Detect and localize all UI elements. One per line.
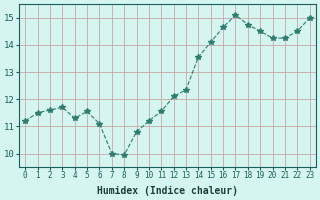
X-axis label: Humidex (Indice chaleur): Humidex (Indice chaleur) bbox=[97, 186, 238, 196]
